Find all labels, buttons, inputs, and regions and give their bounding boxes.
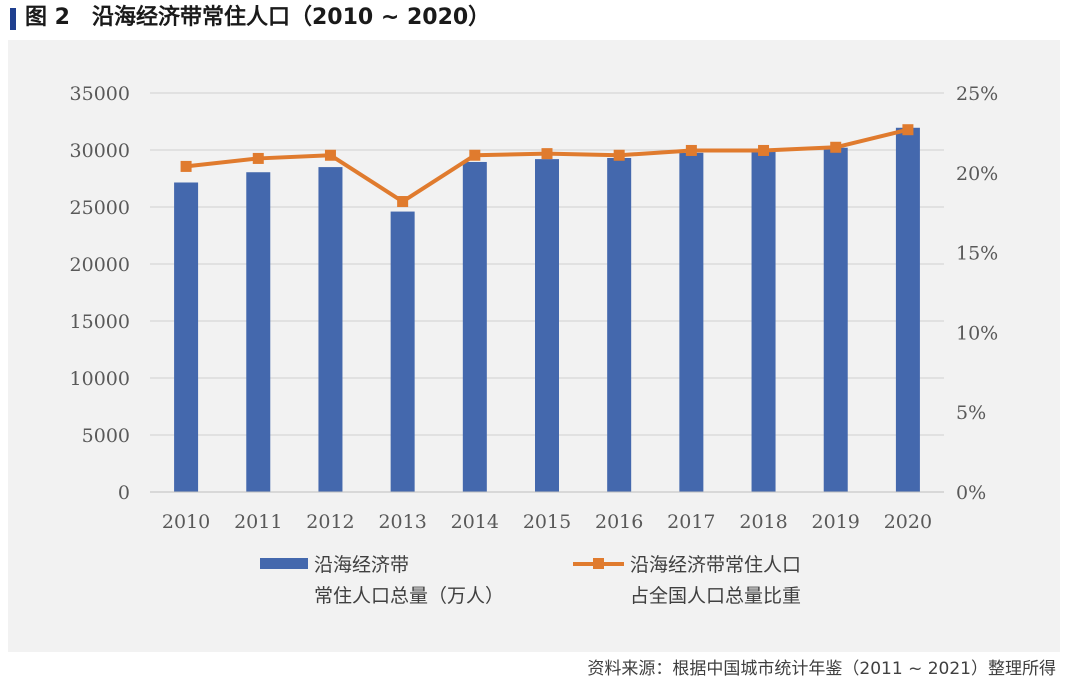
left-tick-label: 35000: [70, 83, 130, 105]
x-tick-label: 2010: [162, 511, 210, 533]
x-tick-label: 2013: [378, 511, 426, 533]
line-series: [180, 124, 914, 208]
line-point: [397, 196, 409, 208]
line-point: [324, 149, 336, 161]
x-tick-label: 2011: [234, 511, 282, 533]
x-tick-label: 2018: [739, 511, 787, 533]
combo-chart: 0 5000 10000 15000 20000 25000 30000 35000 0% 5%…: [70, 83, 999, 607]
x-tick-label: 2019: [812, 511, 860, 533]
x-tick-label: 2017: [667, 511, 715, 533]
bar: [679, 152, 704, 492]
line-point: [758, 144, 770, 156]
bar-series: [174, 127, 920, 493]
left-tick-label: 30000: [70, 140, 130, 162]
bar: [318, 167, 343, 492]
left-tick-label: 0: [118, 482, 130, 504]
line-point: [685, 144, 697, 156]
legend-label-bar: 沿海经济带: [314, 554, 409, 576]
legend-label-line: 沿海经济带常住人口: [630, 554, 801, 576]
right-tick-label: 0%: [956, 482, 986, 504]
legend-label-bar: 常住人口总量（万人）: [314, 585, 504, 607]
x-tick-label: 2020: [884, 511, 932, 533]
bar: [174, 182, 199, 493]
bar: [751, 151, 776, 492]
bar: [823, 147, 848, 492]
chart-panel: 0 5000 10000 15000 20000 25000 30000 35000 0% 5%…: [8, 40, 1060, 652]
line-point: [180, 160, 192, 172]
line-point: [541, 148, 553, 160]
left-tick-label: 25000: [70, 197, 130, 219]
source-note: 资料来源：根据中国城市统计年鉴（2011 ~ 2021）整理所得: [587, 659, 1056, 679]
line-point: [902, 124, 914, 136]
left-tick-label: 5000: [82, 425, 130, 447]
x-axis-ticks: 2010 2011 2012 2013 2014 2015 2016 2017 2018 2019…: [150, 491, 944, 533]
bar: [535, 159, 559, 492]
bar: [390, 211, 415, 492]
x-tick-label: 2016: [595, 511, 643, 533]
left-tick-label: 10000: [70, 368, 130, 390]
left-axis-ticks: 0 5000 10000 15000 20000 25000 30000 35000: [70, 83, 130, 504]
title-accent-bar: [10, 8, 16, 30]
bar: [462, 161, 487, 492]
x-tick-label: 2015: [523, 511, 571, 533]
right-tick-label: 5%: [956, 402, 986, 424]
line-point: [252, 152, 264, 164]
right-tick-label: 20%: [956, 163, 998, 185]
line-point: [830, 141, 842, 153]
legend-swatch-bar: [260, 558, 308, 569]
right-tick-label: 10%: [956, 322, 998, 344]
x-tick-label: 2012: [306, 511, 354, 533]
legend-swatch-marker: [593, 558, 604, 569]
bar: [246, 172, 271, 493]
bar: [895, 127, 920, 493]
line-point: [613, 149, 625, 161]
right-tick-label: 15%: [956, 243, 998, 265]
left-tick-label: 20000: [70, 254, 130, 276]
figure-title: 图 2 沿海经济带常住人口（2010 ~ 2020）: [25, 5, 491, 30]
figure-header: 图 2 沿海经济带常住人口（2010 ~ 2020）: [0, 0, 1066, 38]
x-tick-label: 2014: [451, 511, 499, 533]
left-tick-label: 15000: [70, 311, 130, 333]
legend-label-line: 占全国人口总量比重: [630, 585, 801, 607]
line-point: [469, 149, 481, 161]
right-tick-label: 25%: [956, 83, 998, 105]
right-axis-ticks: 0% 5% 10% 15% 20% 25%: [956, 83, 998, 504]
bar: [607, 157, 632, 492]
